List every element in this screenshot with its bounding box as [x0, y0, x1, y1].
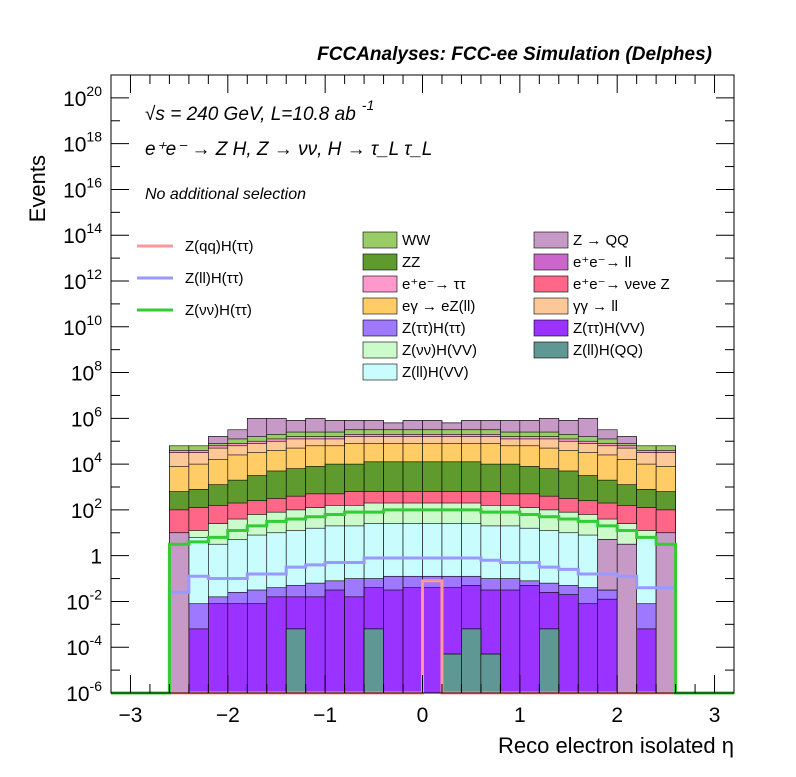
legend-swatch: [362, 297, 398, 315]
y-axis: 1020 1018 1016 1014 1012 1010 108 106 104 102 1 10-…: [63, 74, 734, 706]
legend-line-label: Z(qq)H(ττ): [185, 238, 254, 255]
legend-swatch: [533, 341, 569, 359]
zllhqq-bar: [539, 628, 560, 694]
signal-line: [111, 508, 734, 695]
stack-bar: [558, 594, 579, 694]
legend-swatch: [362, 319, 398, 337]
zqq-bar: [655, 532, 676, 694]
stack-bar: [305, 596, 326, 694]
y-tick-label: 1012: [63, 266, 102, 294]
x-tick-label: −2: [216, 704, 240, 727]
legend-swatch: [533, 297, 569, 315]
y-tick-label: 104: [71, 449, 102, 477]
x-tick-label: 1: [514, 704, 526, 727]
legend-line-label: Z(νν)H(ττ): [185, 302, 252, 319]
zllhqq-bar: [285, 628, 306, 694]
legend-lines: Z(qq)H(ττ) Z(ll)H(ττ) Z(νν)H(ττ): [137, 238, 254, 319]
legend-line-label: Z(ll)H(ττ): [185, 270, 244, 287]
selection-annotation: No additional selection: [145, 186, 306, 203]
stack-bar: [597, 598, 618, 694]
zqq-bar: [169, 532, 190, 694]
legend-label: Z(ττ)H(VV): [573, 320, 645, 337]
stack-bar: [246, 603, 268, 694]
zqq-bar: [616, 543, 637, 694]
signal-line: [111, 556, 734, 695]
x-tick-label: 3: [709, 704, 721, 727]
x-tick-label: 0: [417, 704, 429, 727]
zqq-bar: [597, 539, 618, 591]
y-tick-label: 1018: [63, 129, 102, 157]
legend-label: Z(ll)H(VV): [402, 364, 469, 381]
stack-bar: [500, 589, 521, 694]
legend-swatch: [362, 341, 398, 359]
stack-bar: [519, 585, 540, 694]
legend-label: Z(ll)H(QQ): [573, 342, 643, 359]
legend-label: Z(ττ)H(ττ): [402, 320, 466, 337]
stack-bar: [383, 589, 404, 694]
stack-bar: [577, 603, 599, 694]
process-annotation: e⁺e⁻ → Z H, Z → νν, H → τ_L τ_L: [145, 139, 432, 160]
legend-label: e⁺e⁻→ ll: [573, 254, 631, 271]
energy-annotation-exp: -1: [362, 97, 374, 113]
legend-swatch: [362, 231, 398, 249]
x-tick-label: −3: [118, 704, 142, 727]
legend-swatch: [533, 275, 569, 293]
stack-bar: [422, 587, 443, 694]
stack-bar: [266, 596, 287, 694]
y-tick-label: 10-2: [66, 586, 102, 614]
stack-bar: [324, 589, 345, 694]
y-tick-label: 1014: [63, 220, 102, 248]
zllhqq-bar: [363, 628, 384, 694]
legend-label: γγ → ll: [573, 298, 618, 315]
legend-swatch: [533, 231, 569, 249]
y-tick-label: 10-6: [66, 678, 102, 706]
legend-swatch: [533, 253, 569, 271]
zllhqq-bar: [461, 628, 482, 694]
legend-label: Z → QQ: [573, 232, 629, 249]
legend-fills: WW Z → QQ ZZ e⁺e⁻→ ll e⁺e⁻→ ττ e⁺e⁻→ νeνe Z eγ…: [362, 231, 670, 381]
stack-bar: [227, 603, 248, 694]
y-tick-label: 1010: [63, 312, 102, 340]
energy-annotation: √s = 240 GeV, L=10.8 ab -1: [145, 97, 374, 125]
x-axis-label: Reco electron isolated η: [498, 733, 734, 758]
y-tick-label: 102: [71, 495, 102, 523]
y-tick-label: 1: [90, 546, 102, 569]
y-tick-label: 10-4: [66, 632, 102, 660]
legend-swatch: [362, 363, 398, 381]
legend-label: Z(νν)H(VV): [402, 342, 477, 359]
y-tick-label: 1016: [63, 174, 102, 202]
x-tick-label: 2: [611, 704, 623, 727]
legend-label: ZZ: [402, 254, 420, 271]
legend-label: WW: [402, 232, 431, 249]
stack-bar: [636, 628, 657, 694]
legend-swatch: [362, 275, 398, 293]
legend-label: e⁺e⁻→ ττ: [402, 276, 466, 293]
stack-bar: [208, 603, 229, 694]
zllhqq-bar: [480, 653, 501, 694]
stack-bar: [188, 628, 209, 694]
stack-bar: [402, 587, 423, 694]
x-axis: −3 −2 −1 0 1 2 3: [110, 75, 735, 727]
y-tick-label: 1020: [63, 83, 102, 111]
legend-swatch: [533, 319, 569, 337]
chart-title: FCCAnalyses: FCC-ee Simulation (Delphes): [317, 44, 712, 65]
legend-label: e⁺e⁻→ νeνe Z: [573, 276, 670, 293]
y-tick-label: 106: [71, 403, 102, 431]
legend-swatch: [362, 253, 398, 271]
x-tick-label: −1: [313, 704, 337, 727]
legend-label: eγ → eZ(ll): [402, 298, 475, 315]
zllhqq-bar: [441, 653, 462, 694]
stack-bar: [344, 596, 365, 694]
y-axis-label: Events: [25, 155, 50, 222]
y-tick-label: 108: [71, 358, 102, 386]
